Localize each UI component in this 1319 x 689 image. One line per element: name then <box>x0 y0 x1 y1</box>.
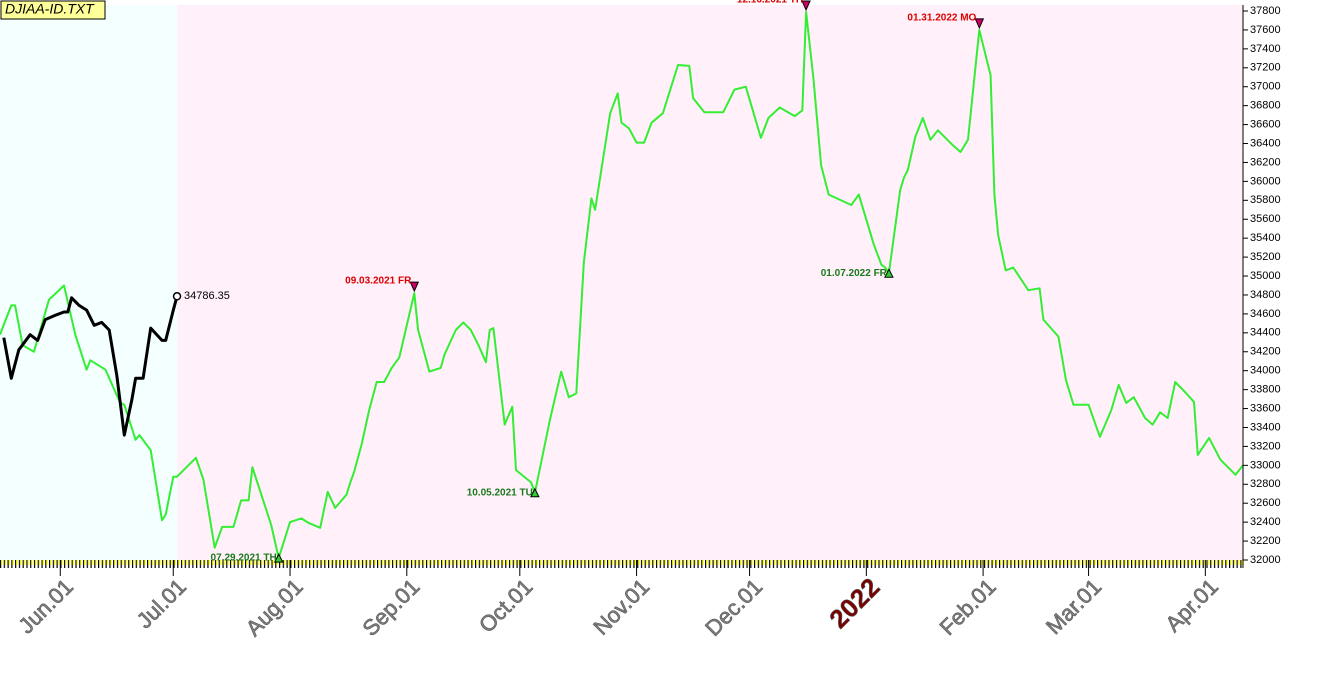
y-tick-label: 35400 <box>1250 232 1281 244</box>
y-tick-label: 35600 <box>1250 213 1281 225</box>
x-tick-label: Apr.01 <box>1160 574 1223 637</box>
low-label: 07.29.2021 TH <box>211 553 277 564</box>
low-label: 10.05.2021 TU <box>467 487 533 498</box>
day-ticks <box>0 560 1243 568</box>
series-line <box>2 295 179 437</box>
low-marker <box>530 487 540 498</box>
x-tick-label: Sep.01 <box>357 574 424 641</box>
x-tick-label: Feb.01 <box>935 574 1001 640</box>
high-marker <box>974 18 985 30</box>
y-tick-label: 34600 <box>1250 308 1281 320</box>
y-tick-label: 34200 <box>1250 346 1281 358</box>
low-marker <box>273 552 284 563</box>
y-tick-label: 33600 <box>1250 402 1281 414</box>
low-label: 01.07.2022 FR <box>821 268 888 279</box>
last-value-label: 34786.35 <box>184 290 230 302</box>
y-tick-label: 37400 <box>1250 43 1281 55</box>
x-tick-label: Mar.01 <box>1041 574 1106 639</box>
y-tick-label: 32200 <box>1250 535 1281 547</box>
overlay-region <box>0 5 178 560</box>
chart-title: DJIAA-ID.TXT <box>5 1 95 17</box>
y-tick-label: 36200 <box>1250 156 1281 168</box>
y-tick-label: 34800 <box>1250 289 1281 301</box>
y-tick-label: 36400 <box>1250 137 1281 149</box>
y-tick-label: 37600 <box>1250 24 1281 36</box>
y-tick-label: 36600 <box>1250 118 1281 130</box>
y-tick-label: 32400 <box>1250 516 1281 528</box>
y-tick-label: 33400 <box>1250 421 1281 433</box>
x-tick-label: Oct.01 <box>474 574 538 638</box>
x-tick-label: Dec.01 <box>700 574 767 641</box>
y-tick-label: 32800 <box>1250 478 1281 490</box>
y-tick-label: 34000 <box>1250 365 1281 377</box>
y-tick-label: 34400 <box>1250 327 1281 339</box>
y-tick-label: 35800 <box>1250 194 1281 206</box>
high-marker <box>801 0 811 12</box>
series-line <box>0 10 1244 560</box>
high-label: 12.16.2021 TH <box>737 0 803 6</box>
y-tick-label: 37200 <box>1250 62 1281 74</box>
plot: 34786.35 07.29.2021 TH 09.03.2021 FR 10.05.… <box>0 0 1244 564</box>
y-tick-label: 32000 <box>1250 554 1281 566</box>
background <box>0 5 1244 560</box>
y-tick-label: 33000 <box>1250 459 1281 471</box>
y-tick-label: 33800 <box>1250 384 1281 396</box>
x-tick-label: 2022 <box>823 572 885 634</box>
x-tick-label: Jul.01 <box>132 574 191 633</box>
low-marker <box>884 268 894 278</box>
high-label: 01.31.2022 MO <box>907 13 976 24</box>
high-marker <box>409 281 420 293</box>
y-tick-label: 32600 <box>1250 497 1281 509</box>
y-tick-label: 37800 <box>1250 5 1281 17</box>
y-tick-label: 36000 <box>1250 175 1281 187</box>
main-region <box>177 5 1244 560</box>
x-tick-label: Jun.01 <box>14 574 78 638</box>
y-tick-label: 33200 <box>1250 440 1281 452</box>
y-tick-label: 35000 <box>1250 270 1281 282</box>
y-tick-label: 37000 <box>1250 81 1281 93</box>
y-tick-label: 35200 <box>1250 251 1281 263</box>
y-tick-label: 36800 <box>1250 100 1281 112</box>
last-point <box>172 292 182 301</box>
title-box <box>0 0 106 20</box>
x-tick-label: Aug.01 <box>241 574 308 641</box>
high-label: 09.03.2021 FR <box>345 276 412 287</box>
x-tick-label: Nov.01 <box>588 574 654 640</box>
